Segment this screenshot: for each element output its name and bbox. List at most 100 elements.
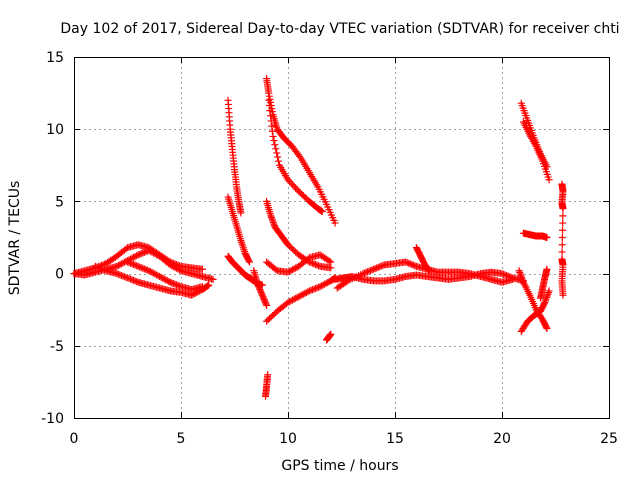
- data-point: [163, 277, 171, 285]
- data-point: [312, 261, 320, 269]
- data-point: [541, 298, 549, 306]
- data-point: [198, 265, 206, 273]
- series-arc-19: [515, 267, 551, 332]
- data-point: [298, 291, 306, 299]
- data-point: [264, 371, 272, 379]
- data-point: [544, 290, 552, 298]
- data-point: [559, 219, 567, 227]
- data-point: [370, 265, 378, 273]
- data-point: [272, 145, 280, 153]
- data-point: [175, 266, 183, 274]
- data-point: [318, 282, 326, 290]
- series-arc-15: [323, 330, 335, 344]
- y-tick-labels: -10 -5 0 5 10 15: [41, 50, 64, 427]
- data-point: [96, 264, 104, 272]
- y-tick-label: 10: [46, 122, 64, 138]
- data-point: [127, 259, 135, 267]
- data-point: [305, 287, 313, 295]
- data-point: [153, 251, 161, 259]
- data-point: [325, 257, 333, 265]
- data-point: [501, 271, 509, 279]
- data-point: [130, 276, 138, 284]
- data-point: [134, 251, 142, 259]
- data-point: [362, 268, 370, 276]
- data-point: [559, 291, 567, 299]
- data-point: [519, 277, 527, 285]
- series-arc-10: [262, 371, 272, 400]
- data-point: [286, 177, 294, 185]
- data-points: [70, 75, 567, 400]
- series-arc-5: [224, 96, 245, 217]
- data-point: [114, 262, 122, 270]
- data-point: [542, 295, 550, 303]
- data-point: [498, 270, 506, 278]
- y-tick-label: 15: [46, 50, 64, 66]
- data-point: [149, 269, 157, 277]
- data-point: [265, 96, 273, 104]
- data-point: [154, 272, 162, 280]
- data-point: [289, 296, 297, 304]
- data-point: [169, 263, 177, 271]
- data-point: [408, 261, 416, 269]
- data-point: [287, 267, 295, 275]
- series-arc-20: [517, 287, 553, 335]
- x-tick-label: 20: [493, 431, 511, 447]
- series-arc-24: [519, 229, 551, 241]
- data-point: [262, 300, 270, 308]
- data-point: [296, 152, 304, 160]
- data-point: [130, 261, 138, 269]
- data-point: [307, 286, 315, 294]
- data-point: [275, 157, 283, 165]
- data-point: [313, 284, 321, 292]
- data-point: [157, 273, 165, 281]
- data-point: [122, 257, 130, 265]
- data-point: [284, 176, 292, 184]
- data-point: [312, 284, 320, 292]
- data-point: [558, 234, 566, 241]
- data-point: [531, 141, 539, 149]
- data-point: [295, 293, 303, 301]
- data-point: [267, 212, 275, 220]
- data-point: [304, 255, 312, 263]
- data-point: [113, 262, 121, 270]
- data-point: [165, 277, 173, 285]
- data-point: [301, 289, 309, 297]
- data-point: [131, 252, 139, 260]
- series-arc-12: [265, 96, 326, 216]
- data-point: [125, 275, 133, 283]
- data-point: [558, 241, 566, 249]
- data-point: [116, 271, 124, 279]
- data-point: [327, 330, 335, 338]
- data-point: [124, 258, 131, 266]
- data-point: [296, 292, 304, 300]
- series-arc-2: [70, 246, 217, 283]
- data-point: [268, 215, 276, 223]
- data-point: [171, 280, 179, 288]
- data-point: [270, 220, 278, 228]
- data-point: [166, 261, 174, 269]
- data-point: [402, 258, 410, 266]
- data-point: [545, 176, 553, 184]
- data-point: [156, 272, 164, 280]
- data-point: [425, 267, 433, 275]
- data-point: [316, 283, 324, 291]
- data-point: [541, 297, 549, 305]
- data-point: [269, 218, 277, 226]
- data-point: [119, 272, 127, 280]
- y-tick-label: 5: [55, 194, 64, 210]
- data-point: [292, 294, 300, 302]
- data-point: [516, 270, 524, 278]
- data-point: [267, 117, 275, 125]
- data-point: [544, 289, 552, 297]
- data-point: [98, 265, 106, 273]
- data-point: [127, 275, 135, 283]
- data-point: [517, 272, 525, 280]
- data-point: [559, 212, 567, 220]
- x-tick-label: 10: [279, 431, 297, 447]
- data-point: [373, 264, 381, 272]
- data-point: [542, 323, 550, 331]
- data-point: [139, 249, 147, 257]
- data-point: [153, 271, 161, 279]
- data-point: [543, 294, 551, 302]
- data-point: [265, 89, 273, 97]
